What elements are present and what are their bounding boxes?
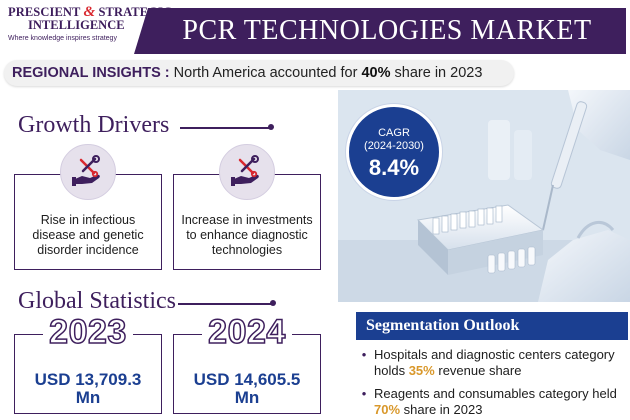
cagr-label: CAGR [378, 127, 410, 139]
heading-divider-line [178, 303, 272, 305]
logo-ampersand: & [83, 4, 96, 20]
bullet-icon: • [361, 347, 367, 362]
stat-value-2023: USD 13,709.3 Mn [34, 370, 142, 407]
hand-wrench-screwdriver-icon [60, 144, 116, 200]
segmentation-heading: Segmentation Outlook [366, 317, 520, 334]
segmentation-item-1: • Hospitals and diagnostic centers categ… [358, 347, 626, 379]
cagr-value: 8.4% [368, 155, 420, 180]
driver-card-1: Rise in infectious disease and genetic d… [14, 174, 162, 270]
driver-text-2: Increase in investments to enhance diagn… [181, 213, 313, 257]
logo-line-2: INTELLIGENCE [28, 18, 125, 32]
bullet-icon: • [361, 386, 367, 401]
segmentation-item-2: • Reagents and consumables category held… [358, 386, 626, 418]
heading-divider-dot [270, 300, 276, 306]
segmentation-header: Segmentation Outlook [356, 312, 628, 340]
logo-tagline: Where knowledge inspires strategy [8, 35, 117, 42]
regional-insights-text-after: share in 2023 [394, 65, 483, 81]
heading-divider-dot [268, 124, 274, 130]
growth-drivers-heading: Growth Drivers [18, 112, 170, 138]
brand-logo: PRESCIENT & STRATEGIC INTELLIGENCE Where… [8, 4, 172, 52]
heading-divider-line [180, 127, 270, 129]
cagr-period: (2024-2030) [364, 140, 424, 152]
stat-card-2024: 2024 USD 14,605.5 Mn [173, 312, 321, 414]
global-statistics-heading: Global Statistics [18, 288, 176, 314]
stat-value-2024: USD 14,605.5 Mn [193, 370, 301, 407]
regional-insights-label: REGIONAL INSIGHTS : [12, 65, 170, 81]
driver-text-1: Rise in infectious disease and genetic d… [32, 213, 144, 257]
title-banner: PCR TECHNOLOGIES MARKET [134, 8, 626, 54]
segmentation-highlight-1: 35% [408, 363, 435, 378]
stat-year-2024: 2024 [207, 312, 286, 352]
regional-insights-text-before: North America accounted for [173, 65, 358, 81]
stat-year-2023: 2023 [48, 312, 127, 352]
stat-card-2023: 2023 USD 13,709.3 Mn [14, 312, 162, 414]
regional-insights-bar: REGIONAL INSIGHTS : North America accoun… [4, 60, 514, 86]
regional-insights-share: 40% [361, 65, 391, 81]
segmentation-highlight-2: 70% [374, 402, 401, 417]
hand-wrench-screwdriver-icon [219, 144, 275, 200]
cagr-badge: CAGR (2024-2030) 8.4% [346, 104, 442, 200]
lab-photo [338, 90, 630, 302]
page-title: PCR TECHNOLOGIES MARKET [182, 15, 592, 46]
